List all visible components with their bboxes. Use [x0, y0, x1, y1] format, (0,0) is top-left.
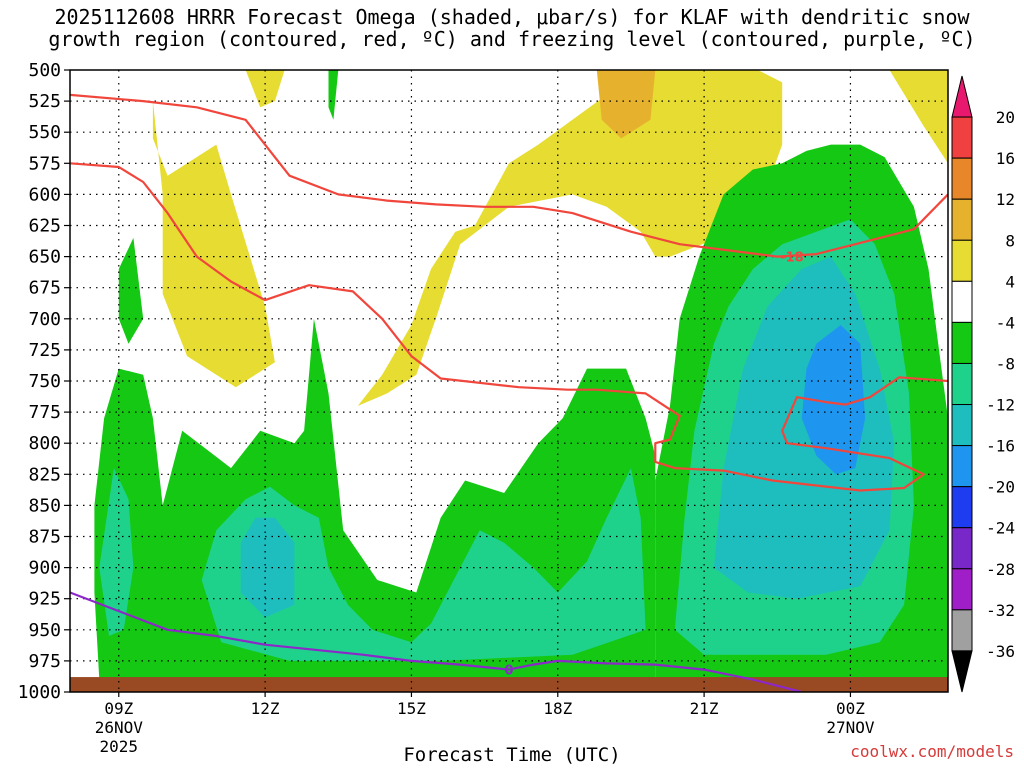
omega-region-pos12-4 [596, 70, 656, 139]
y-tick-label-500: 500 [28, 60, 61, 81]
colorbar-block-2 [951, 157, 973, 200]
chart-title: 2025112608 HRRR Forecast Omega (shaded, … [0, 6, 1024, 50]
x-tick-label-00Z: 00Z [836, 699, 865, 718]
source-link[interactable]: coolwx.com/models [850, 742, 1014, 761]
colorbar-label-10: -24 [986, 519, 1015, 538]
colorbar-label-13: -36 [986, 642, 1015, 661]
y-tick-label-600: 600 [28, 184, 61, 205]
omega-region-pos4-3 [245, 70, 285, 108]
colorbar-block-5 [951, 280, 973, 323]
y-tick-label-950: 950 [28, 620, 61, 641]
colorbar-block-3 [951, 198, 973, 241]
colorbar-block-8 [951, 404, 973, 447]
omega-region-neg12-12 [240, 517, 295, 618]
colorbar-block-10 [951, 486, 973, 529]
colorbar-label-6: -8 [996, 354, 1015, 373]
colorbar-block-11 [951, 527, 973, 570]
colorbar-label-2: 12 [996, 190, 1015, 209]
y-tick-label-750: 750 [28, 371, 61, 392]
y-tick-label-725: 725 [28, 340, 61, 361]
colorbar-label-3: 8 [1005, 231, 1015, 250]
omega-shading-layer [70, 70, 948, 692]
colorbar-label-9: -20 [986, 478, 1015, 497]
y-tick-label-650: 650 [28, 247, 61, 268]
colorbar-block-6 [951, 321, 973, 364]
colorbar: 20 16 12 8 4 -4 -8 -12 -16 -20 -24 -28 -32 -36 [951, 75, 1015, 693]
ground-surface [70, 677, 948, 692]
y-tick-label-625: 625 [28, 216, 61, 237]
y-tick-label-1000: 1000 [18, 682, 61, 703]
x-tick-label-21Z: 21Z [690, 699, 719, 718]
dgz-contour-label: -18 [780, 251, 804, 266]
chart-title-line2: growth region (contoured, red, ºC) and f… [48, 27, 976, 51]
x-axis-label: Forecast Time (UTC) [403, 744, 621, 766]
y-tick-label-900: 900 [28, 558, 61, 579]
y-tick-label-700: 700 [28, 309, 61, 330]
colorbar-label-1: 16 [996, 149, 1015, 168]
dgz-contour-1 [70, 162, 948, 492]
contour-layer: -18 0 [70, 93, 948, 692]
y-tick-label-550: 550 [28, 122, 61, 143]
y-tick-label-800: 800 [28, 433, 61, 454]
colorbar-block-9 [951, 445, 973, 488]
omega-region-neg8-9 [99, 468, 134, 636]
y-tick-label-975: 975 [28, 651, 61, 672]
colorbar-block-12 [951, 568, 973, 611]
omega-region-pos4-0 [152, 101, 275, 388]
colorbar-label-8: -16 [986, 437, 1015, 456]
colorbar-label-11: -28 [986, 560, 1015, 579]
y-tick-label-575: 575 [28, 153, 61, 174]
freezing-level-label: 0 [504, 664, 513, 679]
omega-region-neg4-6 [118, 237, 144, 344]
y-tick-label-850: 850 [28, 495, 61, 516]
y-tick-label-825: 825 [28, 464, 61, 485]
omega-region-neg4-7 [328, 70, 339, 120]
freezing-level-contour [70, 591, 802, 692]
colorbar-label-4: 4 [1005, 272, 1015, 291]
y-tick-label-675: 675 [28, 278, 61, 299]
y-tick-label-875: 875 [28, 527, 61, 548]
axes: 500 525 550 575 600 625 650 675 700 725 750 775 800 8… [18, 60, 949, 756]
x-tick-label-09Z: 09Z [104, 699, 133, 718]
y-tick-label-525: 525 [28, 91, 61, 112]
x-tick-label-15Z: 15Z [397, 699, 426, 718]
colorbar-block-13 [951, 609, 973, 652]
omega-region-pos4-2 [889, 70, 948, 164]
x-year-label-09Z: 2025 [100, 737, 139, 756]
y-tick-label-925: 925 [28, 589, 61, 610]
dgz-contour-0 [70, 93, 948, 258]
y-tick-label-775: 775 [28, 402, 61, 423]
colorbar-block-1 [951, 116, 973, 159]
x-tick-label-12Z: 12Z [251, 699, 280, 718]
colorbar-block-4 [951, 239, 973, 282]
colorbar-label-12: -32 [986, 601, 1015, 620]
x-date-label-09Z: 26NOV [95, 718, 144, 737]
colorbar-label-7: -12 [986, 396, 1015, 415]
x-tick-label-18Z: 18Z [543, 699, 572, 718]
chart-title-line1: 2025112608 HRRR Forecast Omega (shaded, … [54, 5, 970, 29]
x-date-label-00Z: 27NOV [826, 718, 875, 737]
colorbar-label-5: -4 [996, 313, 1015, 332]
omega-region-neg8-10 [201, 468, 646, 661]
colorbar-label-0: 20 [996, 108, 1015, 127]
colorbar-block-7 [951, 362, 973, 406]
colorbar-arrow-top [951, 75, 973, 118]
omega-region-neg16-14 [801, 325, 866, 475]
omega-region-pos4-1 [357, 70, 783, 406]
colorbar-arrow-bottom [951, 650, 973, 693]
